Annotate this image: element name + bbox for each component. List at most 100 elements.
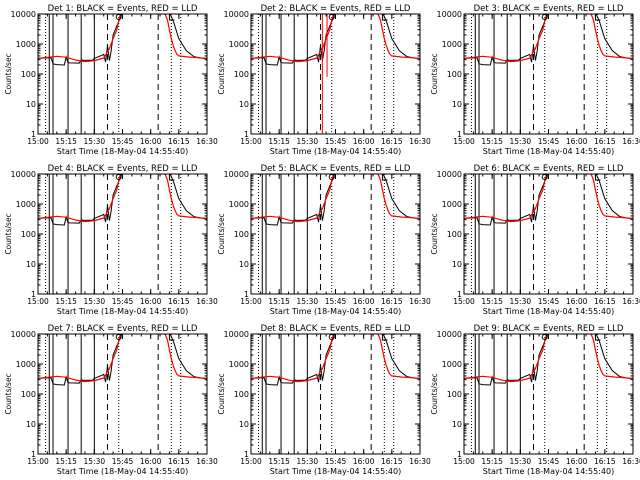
panel-title: Det 3: BLACK = Events, RED = LLD <box>474 4 624 14</box>
y-axis-label: Counts/sec <box>217 373 226 414</box>
panel-title: Det 9: BLACK = Events, RED = LLD <box>474 324 624 334</box>
plot-frame <box>463 13 634 135</box>
lld-series-line <box>251 174 420 223</box>
panel-3: 1 10 100 1000 10000 15:00 15:15 15:30 15:45 16:00… <box>430 4 640 156</box>
x-tick-label: 15:45 <box>112 297 134 306</box>
x-tick-label: 16:30 <box>196 457 218 466</box>
x-axis-label: Start Time (18-May-04 14:55:40) <box>270 307 401 316</box>
x-tick-label: 16:15 <box>381 297 403 306</box>
x-tick-label: 15:30 <box>84 297 106 306</box>
y-tick-label: 100 <box>21 70 36 79</box>
y-axis-label: Counts/sec <box>4 213 13 254</box>
y-tick-label: 10000 <box>437 170 462 179</box>
x-axis-label: Start Time (18-May-04 14:55:40) <box>270 147 401 156</box>
panel-title: Det 5: BLACK = Events, RED = LLD <box>261 164 411 174</box>
x-tick-label: 16:15 <box>168 137 190 146</box>
y-tick-label: 10 <box>26 420 36 429</box>
x-tick-label: 15:00 <box>453 297 475 306</box>
panel-title: Det 8: BLACK = Events, RED = LLD <box>261 324 411 334</box>
x-tick-label: 16:30 <box>409 137 431 146</box>
y-tick-label: 10000 <box>11 330 36 339</box>
y-tick-label: 1000 <box>16 200 36 209</box>
x-tick-label: 16:30 <box>622 137 640 146</box>
x-tick-label: 16:30 <box>196 297 218 306</box>
y-axis-label: Counts/sec <box>430 53 439 94</box>
x-tick-label: 15:45 <box>325 137 347 146</box>
x-axis-label: Start Time (18-May-04 14:55:40) <box>483 467 614 476</box>
lld-series-line <box>38 334 207 383</box>
x-tick-label: 15:00 <box>27 297 49 306</box>
x-tick-label: 15:30 <box>84 457 106 466</box>
x-tick-label: 15:45 <box>325 297 347 306</box>
panel-title: Det 1: BLACK = Events, RED = LLD <box>48 4 198 14</box>
panel-title: Det 6: BLACK = Events, RED = LLD <box>474 164 624 174</box>
y-tick-label: 1000 <box>442 40 462 49</box>
y-tick-label: 1 <box>31 290 36 299</box>
x-tick-label: 15:30 <box>297 297 319 306</box>
x-tick-label: 15:15 <box>55 297 77 306</box>
x-tick-label: 16:30 <box>622 297 640 306</box>
plot-frame <box>463 333 634 455</box>
plot-frame <box>37 173 208 295</box>
y-tick-label: 1 <box>244 130 249 139</box>
x-tick-label: 16:30 <box>409 457 431 466</box>
y-tick-label: 100 <box>234 390 249 399</box>
panel-8: 1 10 100 1000 10000 15:00 15:15 15:30 15:45 16:00… <box>217 324 431 476</box>
x-tick-label: 15:45 <box>538 297 560 306</box>
y-axis-label: Counts/sec <box>430 213 439 254</box>
y-tick-label: 1 <box>31 130 36 139</box>
y-tick-label: 1000 <box>229 200 249 209</box>
lld-series-line <box>464 14 633 63</box>
y-tick-label: 100 <box>234 70 249 79</box>
y-tick-label: 10 <box>452 420 462 429</box>
x-axis-label: Start Time (18-May-04 14:55:40) <box>270 467 401 476</box>
x-tick-label: 15:15 <box>268 457 290 466</box>
x-tick-label: 15:15 <box>55 457 77 466</box>
panel-title: Det 7: BLACK = Events, RED = LLD <box>48 324 198 334</box>
plot-frame <box>250 333 421 455</box>
y-tick-label: 10 <box>26 260 36 269</box>
x-tick-label: 16:15 <box>594 137 616 146</box>
y-tick-label: 10000 <box>437 330 462 339</box>
x-tick-label: 15:15 <box>481 457 503 466</box>
x-tick-label: 15:45 <box>325 457 347 466</box>
x-tick-label: 15:15 <box>481 137 503 146</box>
y-axis-label: Counts/sec <box>430 373 439 414</box>
x-tick-label: 15:00 <box>240 137 262 146</box>
x-axis-label: Start Time (18-May-04 14:55:40) <box>57 147 188 156</box>
x-tick-label: 15:30 <box>297 137 319 146</box>
x-tick-label: 16:00 <box>566 297 588 306</box>
x-tick-label: 16:15 <box>594 297 616 306</box>
x-tick-label: 15:00 <box>27 457 49 466</box>
panel-title: Det 2: BLACK = Events, RED = LLD <box>261 4 411 14</box>
y-tick-label: 10000 <box>437 10 462 19</box>
y-axis-label: Counts/sec <box>217 53 226 94</box>
x-tick-label: 16:15 <box>168 297 190 306</box>
y-tick-label: 10000 <box>224 330 249 339</box>
x-tick-label: 16:30 <box>196 137 218 146</box>
y-tick-label: 10 <box>239 100 249 109</box>
x-tick-label: 15:15 <box>481 297 503 306</box>
panel-1: 1 10 100 1000 10000 15:00 15:15 15:30 15:45 16:00… <box>4 4 218 156</box>
x-tick-label: 16:15 <box>381 457 403 466</box>
y-tick-label: 1 <box>244 290 249 299</box>
y-tick-label: 1000 <box>229 40 249 49</box>
y-tick-label: 1000 <box>16 40 36 49</box>
x-tick-label: 15:30 <box>297 457 319 466</box>
panel-7: 1 10 100 1000 10000 15:00 15:15 15:30 15:45 16:00… <box>4 324 218 476</box>
x-tick-label: 15:15 <box>55 137 77 146</box>
x-tick-label: 16:15 <box>381 137 403 146</box>
y-tick-label: 10000 <box>224 170 249 179</box>
x-tick-label: 16:00 <box>353 137 375 146</box>
panel-4: 1 10 100 1000 10000 15:00 15:15 15:30 15:45 16:00… <box>4 164 218 316</box>
x-tick-label: 15:30 <box>84 137 106 146</box>
y-tick-label: 1 <box>31 450 36 459</box>
y-tick-label: 10000 <box>224 10 249 19</box>
y-tick-label: 1000 <box>442 200 462 209</box>
x-tick-label: 15:30 <box>510 297 532 306</box>
x-tick-label: 16:00 <box>566 457 588 466</box>
plot-frame <box>37 13 208 135</box>
lld-series-line <box>38 174 207 223</box>
plot-frame <box>250 173 421 295</box>
y-tick-label: 100 <box>234 230 249 239</box>
